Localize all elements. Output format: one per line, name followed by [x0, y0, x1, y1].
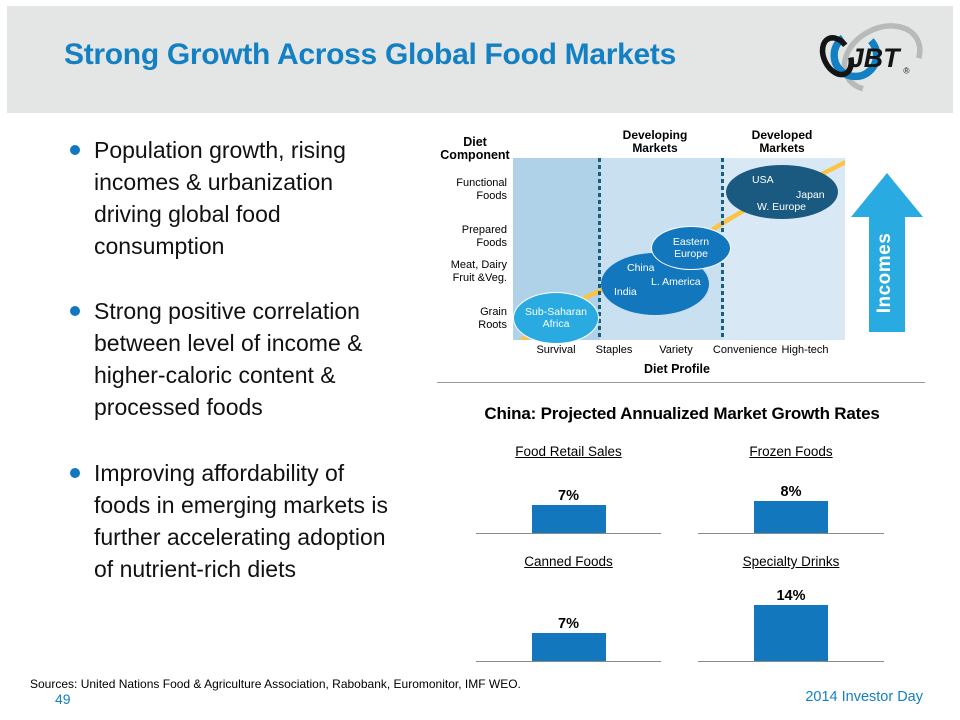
logo-swooshes — [819, 23, 923, 93]
y-label-prepared-foods: Prepared Foods — [461, 224, 507, 249]
y-label-functional-foods: Functional Foods — [456, 177, 507, 202]
mini-chart-title: Food Retail Sales — [515, 444, 622, 459]
y-label-grain-roots: Grain Roots — [478, 306, 507, 331]
bullet-point: Strong positive correlation between leve… — [60, 295, 410, 423]
diagram-x-axis-title: Diet Profile — [644, 362, 710, 376]
china-label: China — [627, 262, 655, 274]
japan-label: Japan — [796, 189, 825, 201]
region-divider-dotted-line — [598, 158, 601, 340]
x-label-variety: Variety — [659, 344, 693, 356]
logo-registered-mark: ® — [903, 66, 909, 76]
x-label-survival: Survival — [536, 344, 576, 356]
mini-chart-title: Frozen Foods — [749, 444, 833, 459]
diagram-y-axis-title: Diet Component — [440, 135, 510, 162]
y-label-meat-dairy: Meat, Dairy Fruit &Veg. — [450, 259, 507, 284]
jbt-logo: JBT ® — [819, 23, 923, 93]
page-number: 49 — [55, 691, 71, 707]
bar — [754, 605, 828, 661]
mini-chart-food-retail-sales: Food Retail Sales 7% — [476, 444, 661, 534]
bar — [531, 505, 606, 533]
bar-value-label: 7% — [558, 488, 579, 504]
mini-chart-title: Specialty Drinks — [742, 554, 840, 569]
mini-chart-specialty-drinks: Specialty Drinks 14% — [698, 554, 884, 662]
event-label: 2014 Investor Day — [805, 689, 923, 705]
w-europe-label: W. Europe — [757, 201, 807, 213]
india-label: India — [614, 286, 637, 298]
logo-text: JBT — [849, 43, 902, 73]
bar-value-label: 8% — [780, 484, 802, 500]
header-bar — [7, 6, 953, 113]
x-label-convenience: Convenience — [712, 344, 778, 356]
eastern-europe-ellipse: Eastern Europe — [651, 226, 731, 270]
bar-value-label: 7% — [558, 616, 579, 632]
china-section-title: China: Projected Annualized Market Growt… — [484, 404, 880, 423]
developing-markets-header: Developing Markets — [622, 128, 688, 155]
incomes-up-arrow — [851, 173, 923, 332]
section-divider-line — [437, 382, 925, 383]
bullet-point: Improving affordability of foods in emer… — [60, 457, 410, 585]
incomes-arrow-label: Incomes — [874, 232, 895, 314]
mini-chart-canned-foods: Canned Foods 7% — [476, 554, 661, 662]
usa-label: USA — [752, 174, 774, 186]
bar — [754, 501, 828, 533]
bar — [531, 633, 606, 661]
l-america-label: L. America — [651, 276, 701, 288]
x-label-high-tech: High-tech — [781, 344, 829, 356]
slide-title: Strong Growth Across Global Food Markets — [64, 38, 676, 71]
bullet-point: Population growth, rising incomes & urba… — [60, 134, 410, 262]
developed-markets-header: Developed Markets — [751, 128, 813, 155]
usa-japan-weurope-ellipse: USA Japan W. Europe — [726, 165, 838, 219]
bar-value-label: 14% — [776, 588, 806, 604]
x-label-staples: Staples — [595, 344, 633, 356]
mini-chart-title: Canned Foods — [524, 554, 613, 569]
sources-text: Sources: United Nations Food & Agricultu… — [30, 677, 521, 691]
mini-chart-frozen-foods: Frozen Foods 8% — [698, 444, 884, 534]
sub-saharan-africa-ellipse: Sub-Saharan Africa — [513, 292, 599, 344]
